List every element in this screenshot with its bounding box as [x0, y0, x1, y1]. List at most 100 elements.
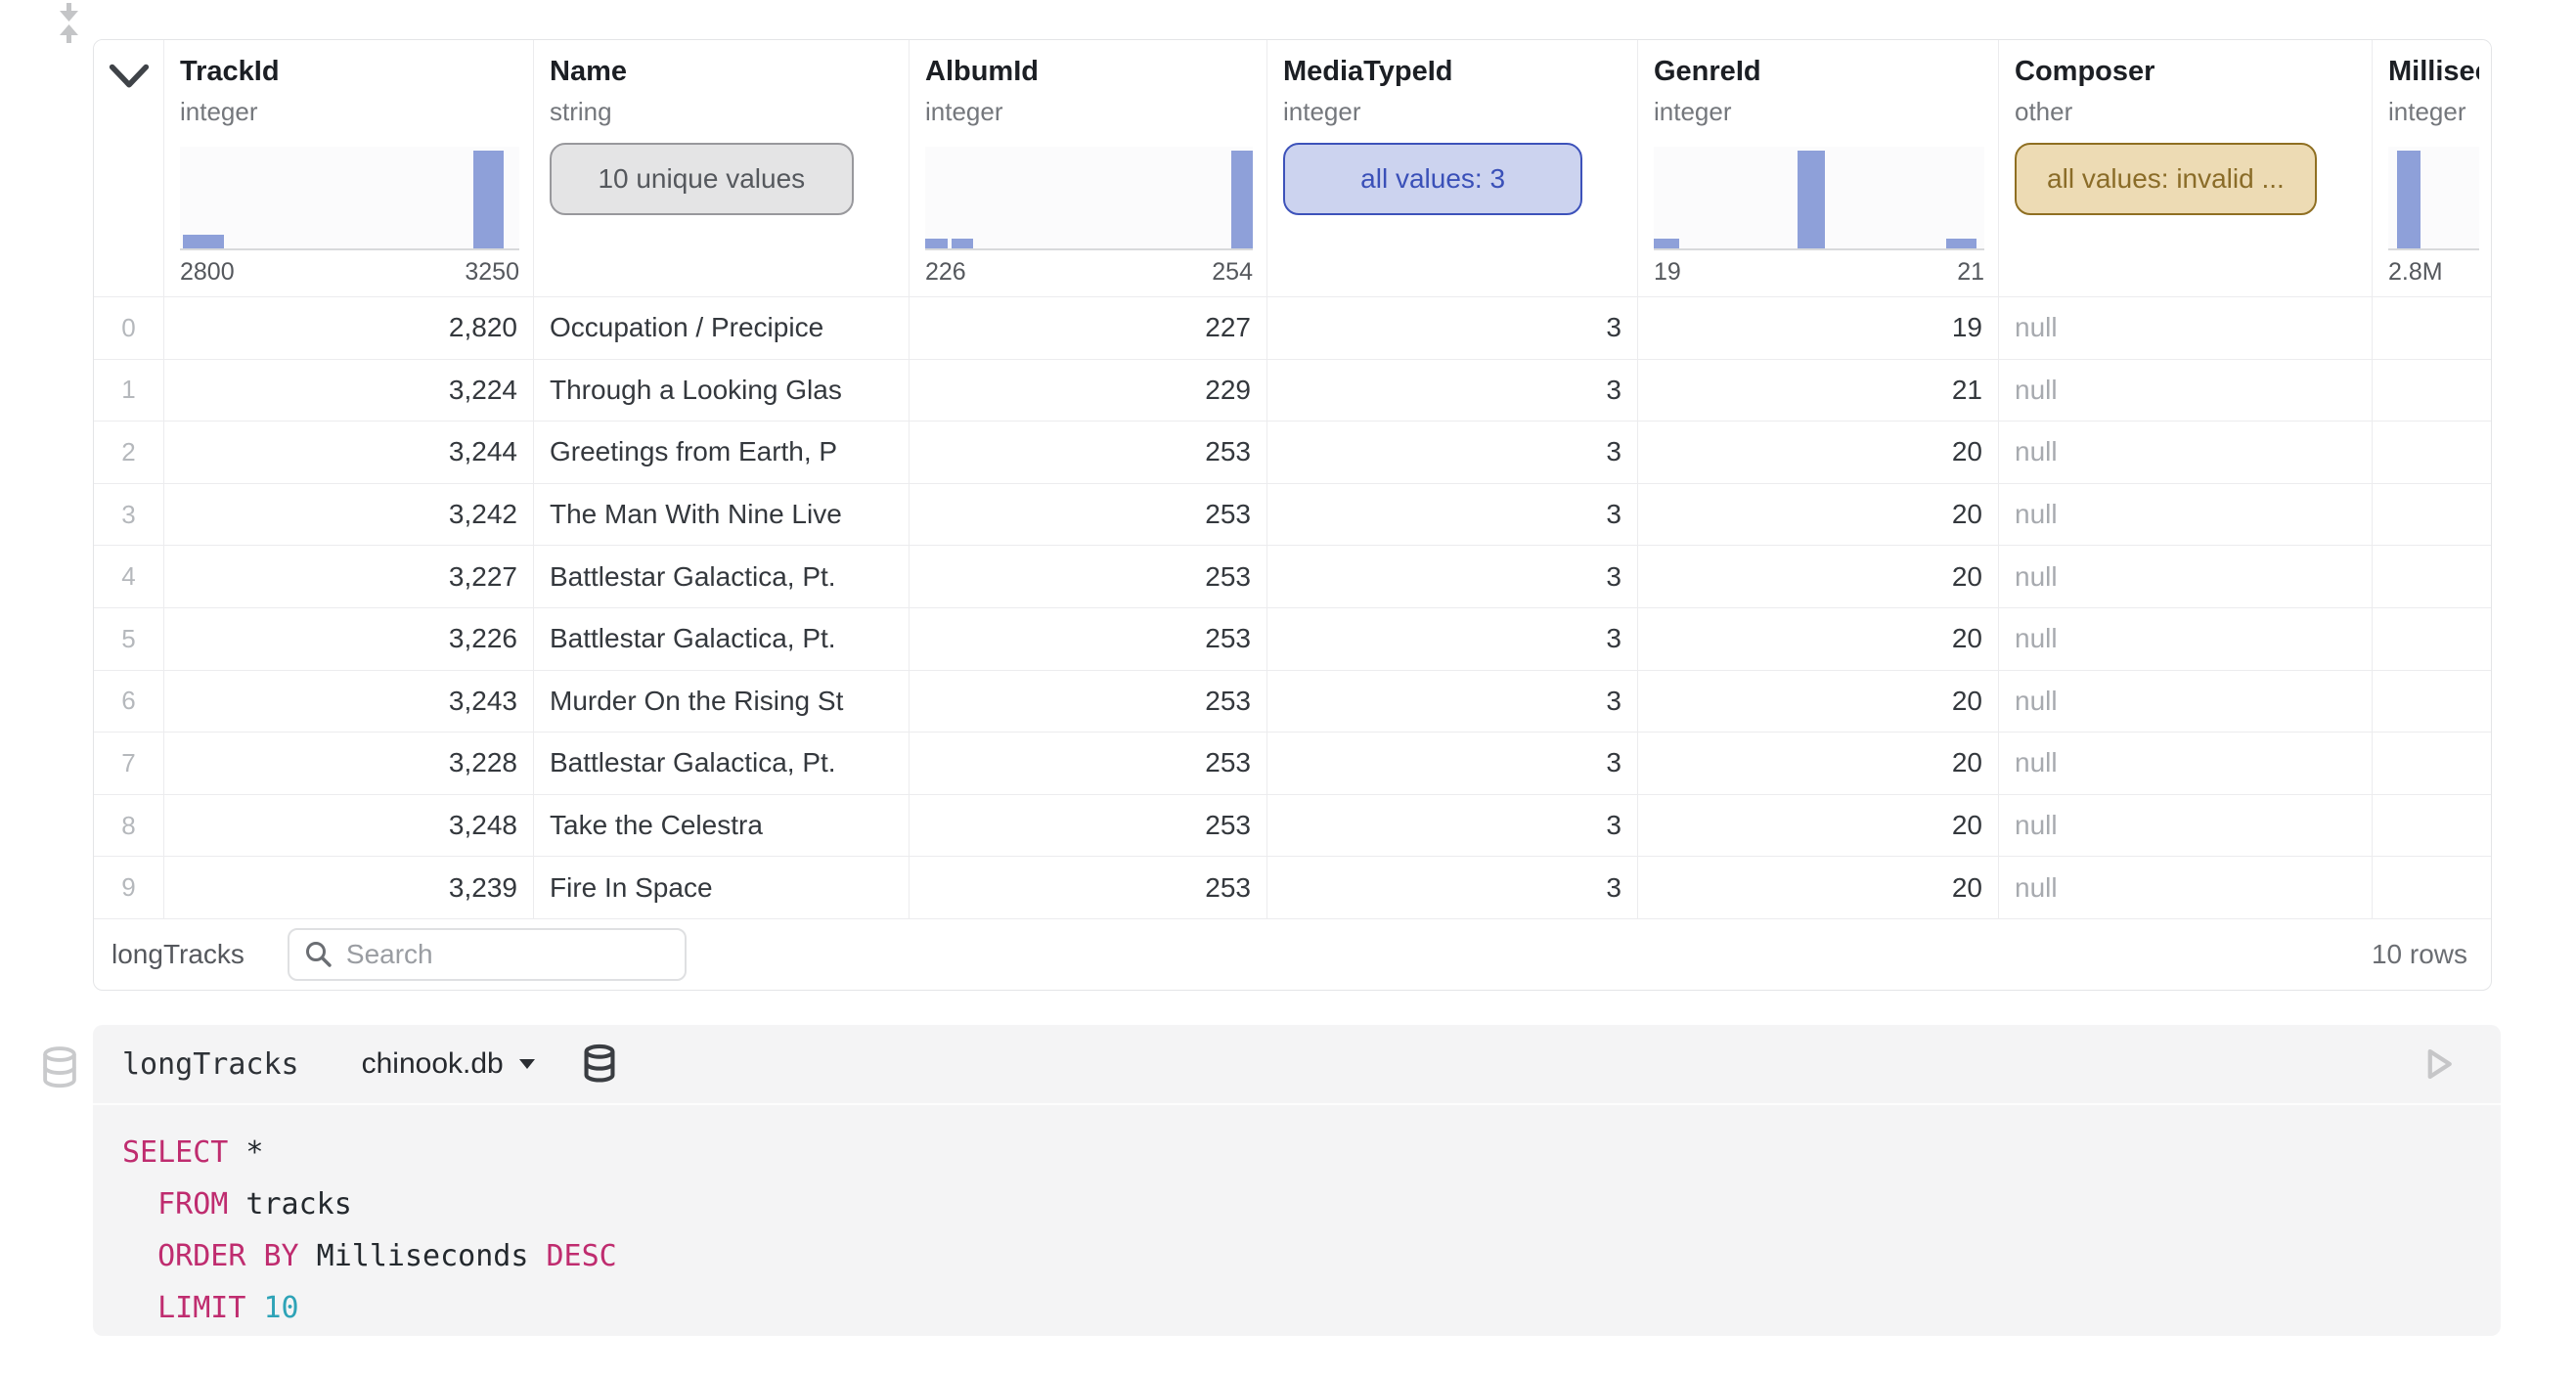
- cell-albumid: 227: [910, 297, 1267, 359]
- column-type-label: other: [2015, 97, 2073, 126]
- histogram-min-label: 2.8M: [2388, 258, 2443, 286]
- cell-composer: null: [1999, 794, 2373, 857]
- table-row: 8 3,248 Take the Celestra 253 3 20 null: [94, 794, 2491, 858]
- row-index-cell: 8: [94, 794, 164, 857]
- cell-milliseconds: [2373, 795, 2491, 857]
- cell-genreid: 20: [1638, 670, 1999, 733]
- cell-mediatypeid: 3: [1267, 733, 1638, 794]
- column-summary-badge: all values: invalid ...: [2015, 143, 2317, 215]
- column-summary-badge: 10 unique values: [550, 143, 854, 215]
- cell-name: Battlestar Galactica, Pt.: [534, 733, 910, 794]
- cell-mediatypeid: 3: [1267, 670, 1638, 733]
- cell-genreid: 20: [1638, 794, 1999, 857]
- cell-name: Murder On the Rising St: [534, 670, 910, 733]
- sql-cell: longTracks chinook.db SELECT * FROM trac…: [93, 1025, 2501, 1336]
- column-type-label: integer: [1654, 97, 1732, 126]
- cell-name: Fire In Space: [534, 857, 910, 918]
- table-row: 3 3,242 The Man With Nine Live 253 3 20 null: [94, 483, 2491, 547]
- column-type-label: string: [550, 97, 612, 126]
- table-row: 5 3,226 Battlestar Galactica, Pt. 253 3 20 nul…: [94, 607, 2491, 671]
- column-title: MediaTypeId: [1283, 56, 1453, 87]
- column-header-name[interactable]: Name string 10 unique values: [534, 40, 910, 296]
- chevron-down-icon[interactable]: [108, 62, 151, 91]
- cell-albumid: 253: [910, 546, 1267, 607]
- cell-albumid: 253: [910, 422, 1267, 483]
- column-summary: [2388, 143, 2479, 250]
- row-index-column-header: [94, 40, 164, 296]
- table-row: 9 3,239 Fire In Space 253 3 20 null: [94, 857, 2491, 919]
- histogram-bar: [1798, 151, 1825, 248]
- column-summary: all values: 3: [1283, 143, 1623, 250]
- cell-trackid: 3,227: [164, 546, 534, 607]
- column-summary-badge: all values: 3: [1283, 143, 1583, 215]
- column-title: GenreId: [1654, 56, 1761, 87]
- schema-database-icon[interactable]: [581, 1044, 618, 1085]
- cell-trackid: 3,242: [164, 483, 534, 546]
- cell-name: Occupation / Precipice: [534, 297, 910, 359]
- table-body: 0 2,820 Occupation / Precipice 227 3 19 null 1 3…: [94, 297, 2491, 919]
- cell-trackid: 3,248: [164, 794, 534, 857]
- row-index-cell: 1: [94, 359, 164, 422]
- column-summary: 10 unique values: [550, 143, 895, 250]
- column-type-label: integer: [1283, 97, 1361, 126]
- cell-genreid: 20: [1638, 546, 1999, 607]
- cell-trackid: 3,226: [164, 607, 534, 670]
- row-index-cell: 2: [94, 422, 164, 483]
- column-header-milliseconds[interactable]: Milliseconds integer 2.8M: [2373, 40, 2491, 296]
- cell-mediatypeid: 3: [1267, 483, 1638, 546]
- cell-albumid: 253: [910, 733, 1267, 794]
- cell-composer: null: [1999, 733, 2373, 794]
- sql-code-line: ORDER BY Milliseconds DESC: [157, 1239, 617, 1273]
- cell-name: Battlestar Galactica, Pt.: [534, 546, 910, 607]
- table-row: 6 3,243 Murder On the Rising St 253 3 20 null: [94, 670, 2491, 733]
- table-row: 7 3,228 Battlestar Galactica, Pt. 253 3 20 nul…: [94, 733, 2491, 795]
- cell-mediatypeid: 3: [1267, 297, 1638, 359]
- cell-composer: null: [1999, 546, 2373, 607]
- column-summary: [925, 143, 1253, 250]
- cell-albumid: 253: [910, 607, 1267, 670]
- column-header-composer[interactable]: Composer other all values: invalid ...: [1999, 40, 2373, 296]
- column-header-albumid[interactable]: AlbumId integer 226 254: [910, 40, 1267, 296]
- histogram-min-label: 226: [925, 258, 966, 286]
- cell-milliseconds: [2373, 733, 2491, 794]
- cell-composer: null: [1999, 359, 2373, 422]
- histogram-range-labels: 2.8M: [2388, 258, 2479, 287]
- sql-code-line: SELECT *: [122, 1135, 264, 1170]
- column-header-trackid[interactable]: TrackId integer 2800 3250: [164, 40, 534, 296]
- column-title: AlbumId: [925, 56, 1039, 87]
- cell-milliseconds: [2373, 546, 2491, 607]
- cell-trackid: 3,224: [164, 359, 534, 422]
- row-index-cell: 6: [94, 670, 164, 733]
- cell-composer: null: [1999, 297, 2373, 359]
- cell-milliseconds: [2373, 360, 2491, 422]
- cell-albumid: 253: [910, 857, 1267, 918]
- cell-albumid: 229: [910, 359, 1267, 422]
- sql-editor[interactable]: SELECT * FROM tracks ORDER BY Millisecon…: [93, 1105, 2501, 1334]
- collapse-cell-icon[interactable]: [49, 2, 88, 45]
- row-index-cell: 0: [94, 297, 164, 359]
- cell-genreid: 20: [1638, 483, 1999, 546]
- database-selector[interactable]: chinook.db: [362, 1047, 536, 1081]
- cell-milliseconds: [2373, 484, 2491, 546]
- cell-trackid: 2,820: [164, 297, 534, 359]
- histogram-bar: [2397, 151, 2421, 248]
- row-index-cell: 7: [94, 733, 164, 794]
- cell-mediatypeid: 3: [1267, 794, 1638, 857]
- chevron-down-icon: [518, 1059, 535, 1069]
- play-icon: [2427, 1048, 2452, 1080]
- column-header-genreid[interactable]: GenreId integer 19 21: [1638, 40, 1999, 296]
- table-row: 0 2,820 Occupation / Precipice 227 3 19 null: [94, 297, 2491, 360]
- column-header-mediatypeid[interactable]: MediaTypeId integer all values: 3: [1267, 40, 1638, 296]
- row-index-cell: 9: [94, 857, 164, 918]
- column-type-label: integer: [180, 97, 258, 126]
- cell-milliseconds: [2373, 422, 2491, 483]
- cell-genreid: 20: [1638, 733, 1999, 794]
- cell-genreid: 21: [1638, 359, 1999, 422]
- table-footer: longTracks 10 rows: [94, 919, 2491, 990]
- cell-albumid: 253: [910, 794, 1267, 857]
- search-input[interactable]: [343, 937, 671, 971]
- cell-type-database-icon: [39, 1044, 80, 1091]
- histogram-bar: [1231, 151, 1253, 248]
- run-cell-button[interactable]: [2419, 1044, 2458, 1084]
- search-box[interactable]: [287, 927, 687, 981]
